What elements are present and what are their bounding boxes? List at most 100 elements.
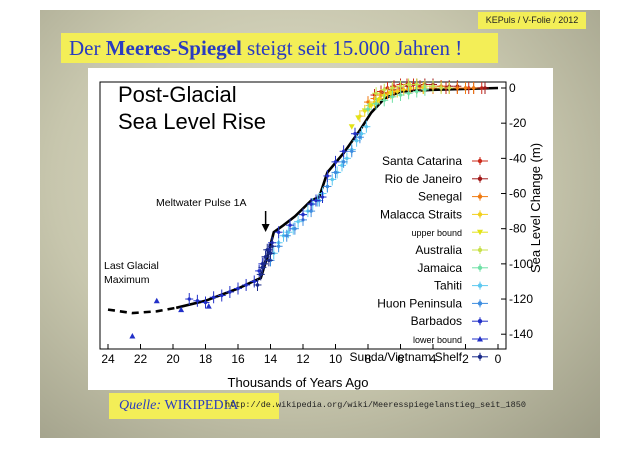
- y-tick-label: -80: [509, 222, 527, 236]
- data-point-jamaica: [372, 97, 381, 110]
- source-url: http://de.wikipedia.org/wiki/Meeresspieg…: [225, 400, 526, 410]
- legend-label: Sunda/Vietnam Shelf: [349, 350, 462, 364]
- data-point-upper-bound: [361, 108, 368, 114]
- data-point-huon-peninsula: [290, 222, 299, 235]
- data-point-barbados: [193, 294, 202, 307]
- legend-label: Tahiti: [434, 279, 462, 293]
- data-point-australia: [429, 80, 437, 93]
- data-point-jamaica: [380, 94, 389, 107]
- data-point-lower-bound: [129, 332, 136, 339]
- data-point-barbados: [185, 293, 194, 306]
- data-point-australia: [445, 82, 454, 94]
- x-tick-label: 24: [101, 352, 115, 366]
- data-point-barbados: [318, 191, 327, 204]
- x-tick-label: 16: [231, 352, 245, 366]
- data-point-barbados: [217, 289, 226, 302]
- x-tick-label: 8: [365, 352, 372, 366]
- data-point-huon-peninsula: [323, 180, 332, 193]
- x-tick-label: 10: [329, 352, 343, 366]
- data-point-jamaica: [364, 103, 372, 116]
- headline-pre: Der: [69, 36, 106, 60]
- data-point-rio-de-janeiro: [481, 82, 489, 94]
- legend-label: upper bound: [411, 228, 462, 238]
- data-point-sunda-vietnam-shelf: [256, 268, 265, 281]
- x-tick-label: 14: [264, 352, 278, 366]
- legend-label: Senegal: [418, 190, 462, 204]
- data-point-senegal: [453, 82, 462, 94]
- legend-marker: [477, 229, 483, 236]
- data-point-barbados: [286, 219, 294, 232]
- trend-dashed-line: [107, 306, 177, 315]
- data-point-sunda-vietnam-shelf: [260, 257, 268, 270]
- legend-label: Santa Catarina: [382, 154, 462, 168]
- mwp-arrow-head: [261, 224, 270, 232]
- x-tick-label: 20: [166, 352, 180, 366]
- y-tick-label: -60: [509, 187, 527, 201]
- x-tick-label: 4: [430, 352, 437, 366]
- x-axis-label: Thousands of Years Ago: [228, 375, 369, 390]
- slide-headline: Der Meeres-Spiegel steigt seit 15.000 Ja…: [61, 33, 498, 63]
- data-point-jamaica: [420, 83, 429, 96]
- y-axis-label: Sea Level Change (m): [528, 143, 543, 273]
- source-name: WIKIPEDIA: [164, 398, 239, 413]
- x-tick-label: 12: [296, 352, 310, 366]
- data-point-barbados: [323, 169, 332, 182]
- chart-title-line1: Post-Glacial: [118, 82, 237, 107]
- data-point-barbados: [209, 291, 218, 304]
- data-point-senegal: [461, 82, 470, 94]
- lgm-label-line2: Maximum: [104, 274, 150, 286]
- data-point-sunda-vietnam-shelf: [264, 254, 273, 267]
- chart-panel: 24 22 20 18 16 14 12 10 8 6 4 2 0 0 -20 -40 -60 -80 -100 -1…: [88, 68, 553, 390]
- legend-label: Australia: [415, 243, 462, 257]
- data-point-barbados: [299, 208, 307, 221]
- data-point-barbados: [331, 155, 340, 168]
- data-point-barbados: [312, 194, 320, 207]
- x-tick-label: 0: [495, 352, 502, 366]
- data-point-tahiti: [328, 173, 337, 186]
- data-point-barbados: [307, 198, 316, 211]
- data-point-barbados: [351, 127, 359, 140]
- y-tick-label: -20: [509, 116, 527, 130]
- data-point-huon-peninsula: [282, 229, 291, 242]
- x-tick-label: 22: [134, 352, 148, 366]
- data-point-jamaica: [412, 85, 421, 98]
- y-tick-label: -40: [509, 151, 527, 165]
- data-point-upper-bound: [368, 103, 375, 109]
- data-point-sunda-vietnam-shelf: [253, 278, 262, 291]
- data-point-huon-peninsula: [355, 131, 364, 144]
- legend-label: Huon Peninsula: [377, 296, 462, 310]
- legend-label: Rio de Janeiro: [385, 172, 463, 186]
- data-point-barbados: [242, 278, 251, 291]
- data-point-barbados: [339, 145, 348, 158]
- data-point-lower-bound: [153, 297, 160, 304]
- source-label: Quelle:: [119, 398, 161, 413]
- data-point-barbados: [274, 226, 283, 239]
- slide-tag: KEPuls / V-Folie / 2012: [478, 12, 586, 29]
- data-point-upper-bound: [348, 124, 355, 130]
- data-point-lower-bound: [205, 303, 212, 309]
- data-point-upper-bound: [355, 115, 362, 121]
- y-tick-label: 0: [509, 81, 516, 95]
- legend-label: Malacca Straits: [380, 207, 462, 221]
- source-box: Quelle: WIKIPEDIA: [109, 393, 279, 419]
- chart-title-line2: Sea Level Rise: [118, 109, 266, 134]
- data-point-sunda-vietnam-shelf: [268, 240, 277, 253]
- headline-bold: Meeres-Spiegel: [105, 36, 242, 60]
- data-point-tahiti: [352, 134, 361, 147]
- data-point-sunda-vietnam-shelf: [266, 247, 275, 260]
- data-point-barbados: [234, 282, 242, 295]
- sea-level-chart: 24 22 20 18 16 14 12 10 8 6 4 2 00-20-40-60-80-100-1…: [99, 78, 543, 390]
- data-point-tahiti: [294, 215, 303, 228]
- y-tick-label: -120: [509, 292, 533, 306]
- data-point-barbados: [201, 296, 210, 309]
- data-point-huon-peninsula: [347, 145, 356, 158]
- data-point-australia: [372, 87, 381, 100]
- data-point-jamaica: [388, 90, 397, 103]
- data-point-australia: [437, 82, 446, 94]
- legend-label: Barbados: [411, 314, 462, 328]
- data-point-senegal: [364, 96, 372, 109]
- data-point-jamaica: [404, 87, 413, 100]
- data-point-barbados: [225, 286, 234, 298]
- data-point-huon-peninsula: [331, 166, 340, 179]
- legend-label: Jamaica: [417, 261, 462, 275]
